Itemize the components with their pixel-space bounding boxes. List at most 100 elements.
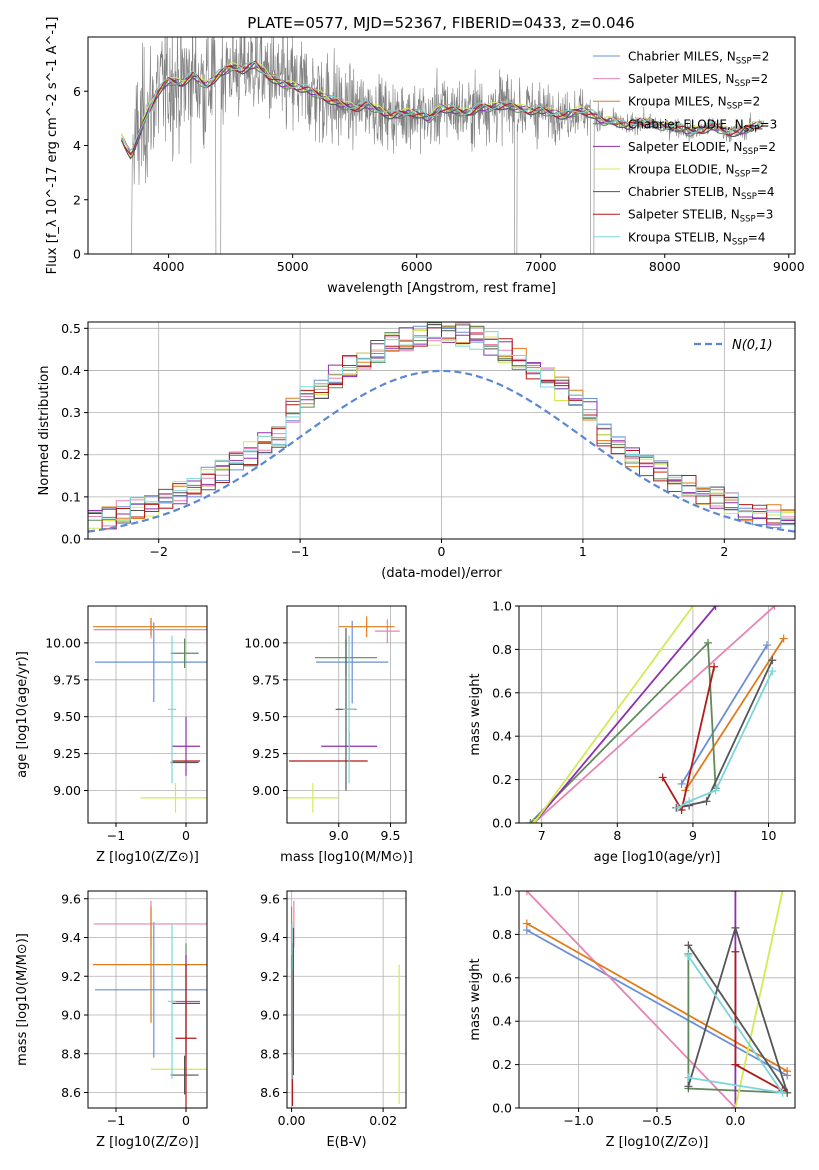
y-tick-label: 0 <box>73 247 81 262</box>
age-weight-content <box>526 606 788 823</box>
y-axis-label: Normed distribution <box>37 366 52 496</box>
y-tick-label: 9.50 <box>53 709 81 724</box>
figure-title: PLATE=0577, MJD=52367, FIBERID=0433, z=0… <box>247 14 634 32</box>
y-tick-label: 0.2 <box>492 772 512 787</box>
residual-histogram <box>88 327 795 530</box>
y-tick-label: 0.3 <box>61 405 81 420</box>
z-age-axes: −1 0 9.00 9.25 9.50 9.75 10.00 Z [log10(Z/Z⊙)] a… <box>15 605 208 865</box>
error-cross <box>170 1055 199 1095</box>
y-tick-label: 9.75 <box>252 672 280 687</box>
residuals-axes: −2 −1 0 1 2 0.0 0.1 0.2 0.3 0.4 0.5 (data-model)/er… <box>37 321 796 581</box>
weight-marker <box>685 797 694 806</box>
z-weight-axes: −1.0 −0.5 0.0 0.0 0.2 0.4 0.6 0.8 1.0 Z [log10(Z/… <box>468 884 796 1150</box>
y-axis-label: mass [log10(M/M⊙)] <box>15 933 30 1066</box>
weight-marker <box>783 1067 792 1076</box>
legend-label: Salpeter STELIB, NSSP=3 <box>628 208 773 225</box>
y-tick-label: 1.0 <box>492 884 512 899</box>
y-tick-label: 0.5 <box>61 321 81 336</box>
residual-histogram <box>88 331 795 526</box>
weight-line <box>526 922 788 1072</box>
legend-label: Chabrier MILES, NSSP=2 <box>628 50 769 67</box>
y-tick-label: 0.8 <box>492 642 512 657</box>
age-weight-axes: 7 8 9 10 0.0 0.2 0.4 0.6 0.8 1.0 age [log10(age/yr… <box>468 599 796 865</box>
legend-label: Kroupa STELIB, NSSP=4 <box>628 230 766 247</box>
x-tick-label: −1 <box>107 828 125 843</box>
error-cross <box>167 923 177 1079</box>
x-axis-label: Z [log10(Z/Z⊙)] <box>606 1135 709 1150</box>
weight-marker <box>768 656 777 665</box>
legend-label: Kroupa MILES, NSSP=2 <box>628 95 760 112</box>
weight-marker <box>688 606 697 610</box>
weight-marker <box>731 1104 740 1108</box>
weight-marker <box>684 952 693 961</box>
error-cross <box>342 635 356 784</box>
weight-marker <box>522 891 531 895</box>
y-tick-label: 0.0 <box>492 1101 512 1116</box>
x-tick-label: 0 <box>182 828 190 843</box>
x-axis-label: Z [log10(Z/Z⊙)] <box>96 1135 199 1150</box>
y-axis-label: mass weight <box>468 958 483 1040</box>
weight-line <box>529 640 717 823</box>
legend-label: Salpeter MILES, NSSP=2 <box>628 72 768 89</box>
model-line <box>121 64 763 156</box>
y-tick-label: 2 <box>73 192 81 207</box>
x-tick-label: 7000 <box>525 259 557 274</box>
y-tick-label: 8.8 <box>260 1046 280 1061</box>
x-tick-label: 7 <box>538 828 546 843</box>
mass-age-content <box>287 616 400 813</box>
x-axis-label: E(B-V) <box>326 1135 366 1150</box>
weight-marker <box>711 606 720 610</box>
weight-marker <box>684 941 693 950</box>
gaussian-curve <box>88 369 795 533</box>
x-tick-label: −2 <box>149 544 167 559</box>
x-tick-label: 0 <box>438 544 446 559</box>
error-cross <box>95 922 207 1058</box>
axes-frame <box>87 605 208 824</box>
y-tick-label: 0.8 <box>492 927 512 942</box>
axes-frame <box>518 605 796 824</box>
ebv-mass-axes: 0.00 0.02 8.6 8.8 9.0 9.2 9.4 9.6 E(B-V) <box>260 890 407 1150</box>
y-tick-label: 9.75 <box>53 672 81 687</box>
weight-marker <box>731 891 740 895</box>
y-axis-label: Flux [f_λ 10^-17 erg cm^-2 s^-1 A^-1] <box>45 17 60 275</box>
weight-line <box>687 924 789 1094</box>
y-tick-label: 9.25 <box>252 746 280 761</box>
axes-frame <box>87 890 208 1109</box>
weight-marker <box>778 891 787 895</box>
spectrum-content <box>121 37 764 254</box>
y-tick-label: 0.0 <box>492 816 512 831</box>
weight-marker <box>731 947 740 956</box>
error-cross <box>95 622 207 702</box>
y-tick-label: 9.2 <box>61 969 81 984</box>
x-axis-label: Z [log10(Z/Z⊙)] <box>96 850 199 865</box>
x-tick-label: 8 <box>613 828 621 843</box>
y-tick-label: 9.0 <box>260 1008 280 1023</box>
weight-line <box>533 606 717 823</box>
weight-marker <box>778 1088 787 1097</box>
model-line <box>121 61 763 152</box>
x-axis-label: mass [log10(M/M⊙)] <box>280 850 413 865</box>
y-tick-label: 0.2 <box>492 1057 512 1072</box>
legend-label: Chabrier STELIB, NSSP=4 <box>628 185 775 202</box>
y-tick-label: 0.4 <box>61 363 81 378</box>
spectrum-legend: Chabrier MILES, NSSP=2 Salpeter MILES, NS… <box>593 50 777 247</box>
error-cross <box>167 635 177 784</box>
weight-line <box>661 666 715 813</box>
x-tick-label: 4000 <box>153 259 185 274</box>
weight-marker <box>530 819 539 823</box>
y-axis-label: mass weight <box>468 673 483 755</box>
y-tick-label: 0.0 <box>61 532 81 547</box>
weight-marker <box>677 779 686 788</box>
model-line <box>121 60 763 156</box>
x-tick-label: −1.0 <box>563 1113 593 1128</box>
observed-spectrum <box>131 37 764 254</box>
legend-label: Kroupa ELODIE, NSSP=2 <box>628 163 768 180</box>
weight-line <box>677 670 774 809</box>
legend-label: N(0,1) <box>732 338 773 353</box>
y-tick-label: 0.1 <box>61 489 81 504</box>
z-mass-axes: −1 0 8.6 8.8 9.0 9.2 9.4 9.6 Z [log10(Z/Z⊙)] mass… <box>15 890 208 1150</box>
weight-marker <box>673 803 682 812</box>
weight-line <box>680 644 768 785</box>
weight-marker <box>770 606 779 610</box>
y-tick-label: 1.0 <box>492 599 512 614</box>
